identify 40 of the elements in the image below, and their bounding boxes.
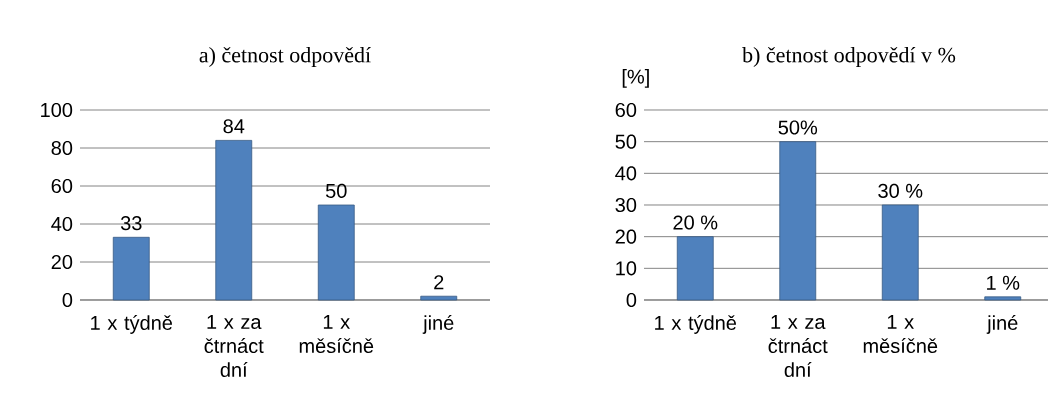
y-tick-label: 0 [626,292,637,308]
data-label: 50 [325,183,347,198]
bar [215,140,253,301]
chart-title: a) četnost odpovědí [199,46,371,67]
y-tick-label: 100 [41,102,73,118]
data-label: 30 % [878,183,923,198]
bar [984,296,1022,301]
x-tick-label: jiné [986,315,1018,334]
y-tick-label: 10 [616,261,637,276]
bar [676,236,714,301]
y-tick-label: 80 [51,140,73,156]
x-tick-label: 1 x za čtrnáct dní [768,315,828,378]
y-tick-label: 30 [615,197,637,213]
y-tick-label: 0 [62,292,73,308]
x-tick-label: jiné [422,315,454,334]
y-tick-label: 20 [51,254,73,270]
y-tick-label: 40 [615,166,637,181]
bar [112,236,150,301]
y-tick-label: 50 [615,134,637,149]
x-tick-label: 1 x měsíčně [863,315,938,354]
data-label: 84 [223,119,245,134]
y-tick-label: 20 [615,229,637,244]
data-label: 50% [778,120,818,135]
data-label: 20 % [673,215,718,230]
x-tick-label: 1 x týdně [655,315,737,334]
chart-title: b) četnost odpovědí v % [742,46,956,67]
bar [420,295,458,301]
data-label: 2 [434,275,444,290]
y-tick-label: 60 [615,102,637,118]
data-label: 1 % [987,275,1020,290]
y-tick-label: 60 [51,178,73,194]
bar [779,141,817,301]
x-tick-label: 1 x za čtrnáct dní [204,315,264,378]
x-tick-label: 1 x týdně [91,315,173,334]
y-axis-title: [%] [622,69,649,88]
data-label: 33 [120,216,142,231]
bar [881,204,919,301]
bar [317,204,355,301]
x-tick-label: 1 x měsíčně [299,315,374,354]
y-tick-label: 40 [51,216,73,232]
